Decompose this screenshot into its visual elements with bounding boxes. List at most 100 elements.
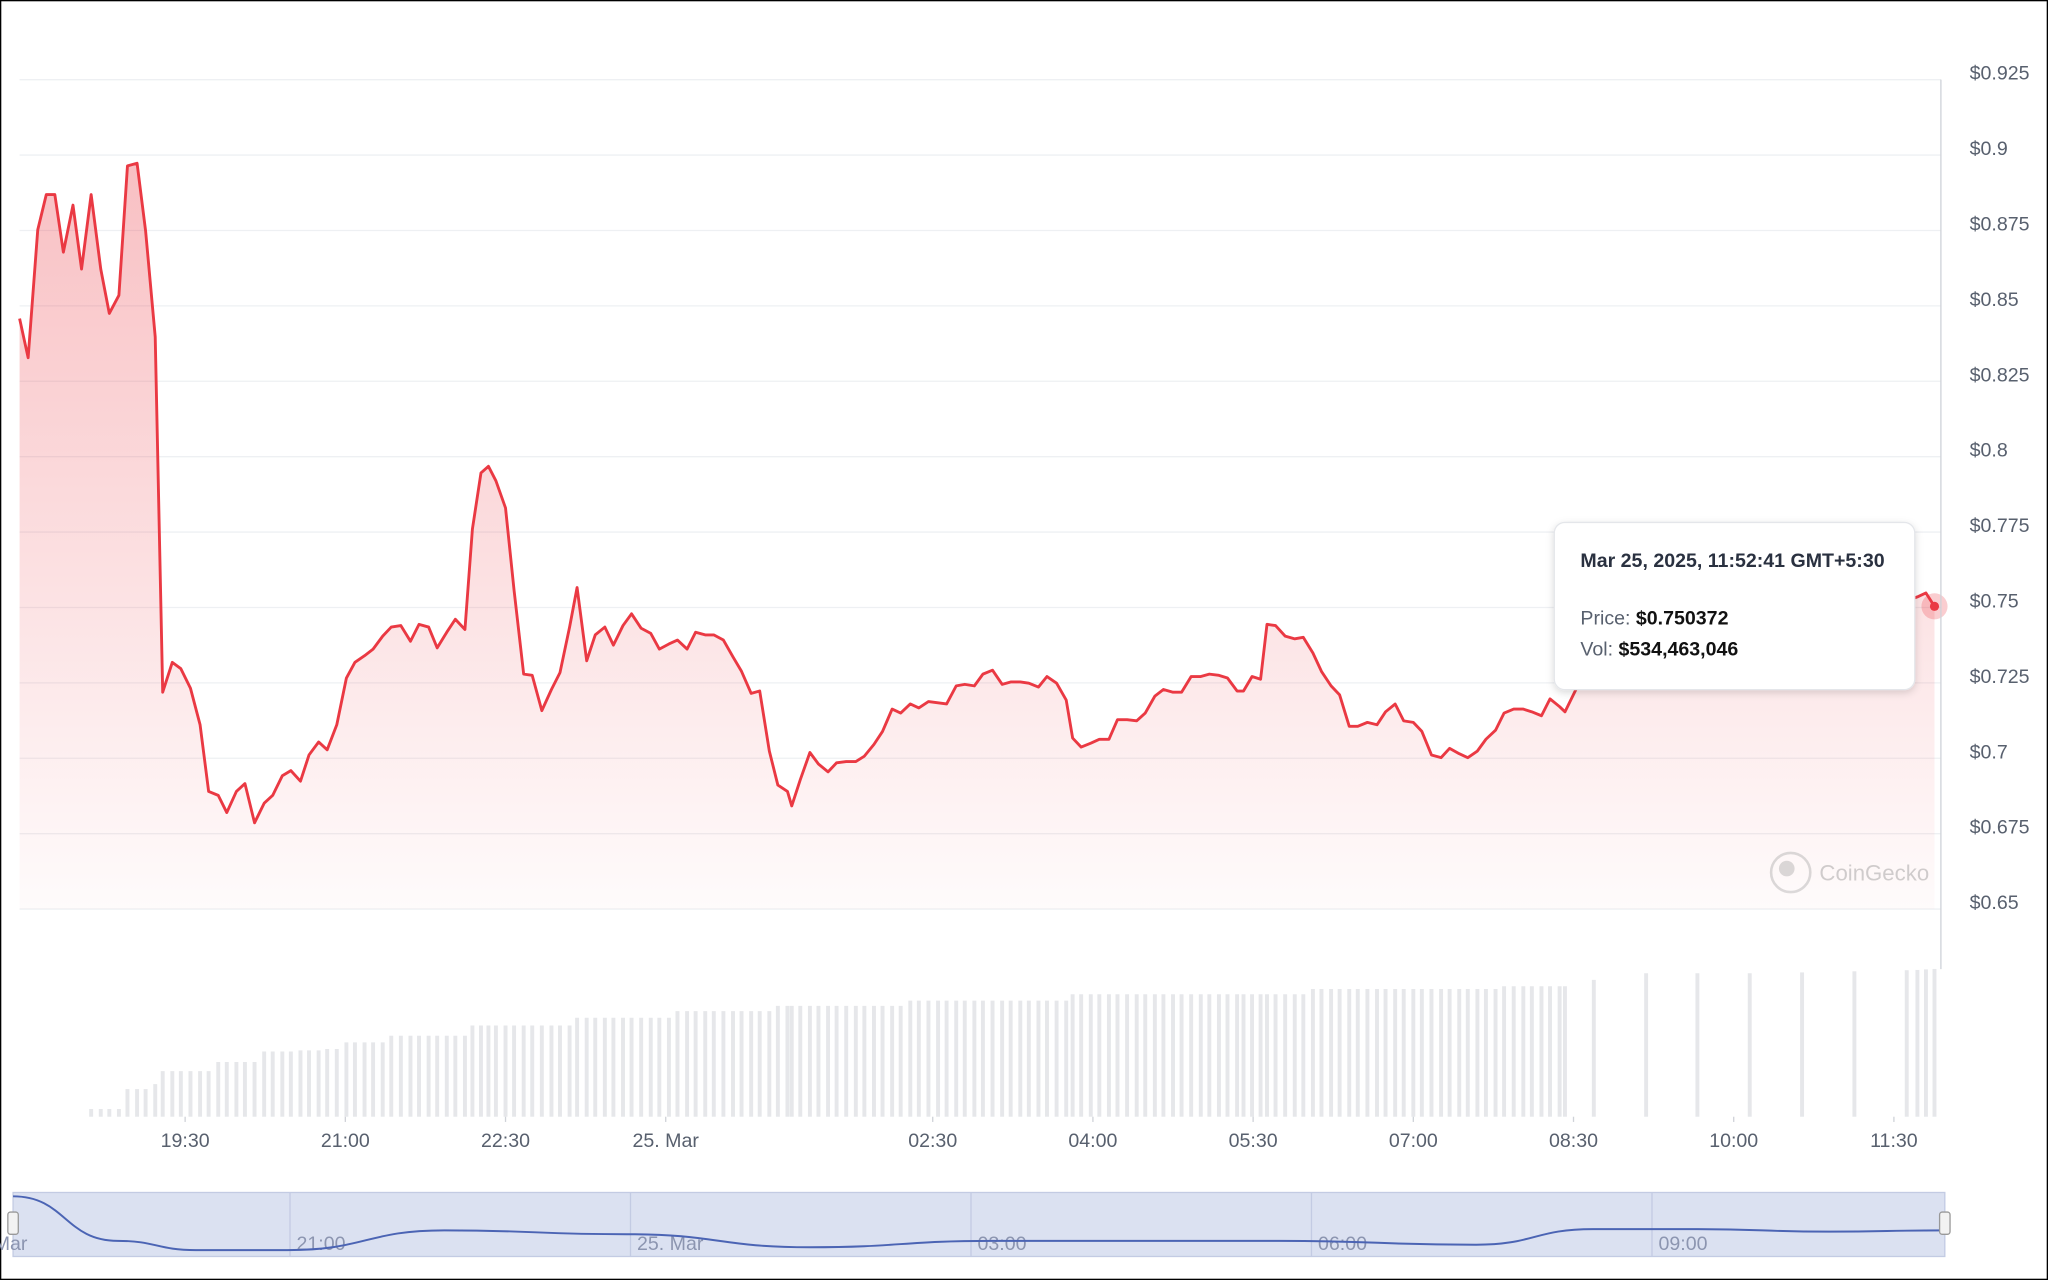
y-tick-label: $0.925 <box>1970 63 2030 85</box>
volume-bar <box>444 1035 449 1117</box>
volume-bar <box>584 1017 589 1117</box>
volume-bar <box>916 1000 921 1117</box>
volume-bar <box>1383 989 1388 1117</box>
tooltip-vol-value: $534,463,046 <box>1619 639 1739 661</box>
volume-bar <box>125 1089 130 1117</box>
volume-bar <box>242 1061 247 1117</box>
navigator-tick-label: 06:00 <box>1318 1233 1367 1255</box>
volume-bar <box>602 1017 607 1117</box>
volume-bar <box>1502 986 1507 1117</box>
volume-bar <box>352 1042 357 1117</box>
navigator-handle[interactable] <box>1938 1211 1951 1235</box>
volume-bar <box>639 1017 644 1117</box>
volume-bar <box>898 1005 903 1117</box>
volume-bar <box>1258 994 1263 1117</box>
tooltip-vol-label: Vol: <box>1580 639 1613 661</box>
tooltip: Mar 25, 2025, 11:52:41 GMT+5:30 Price: $… <box>1553 521 1916 691</box>
volume-bar <box>1143 994 1148 1117</box>
navigator-handle[interactable] <box>7 1211 19 1235</box>
last-point <box>1929 601 1940 611</box>
volume-bar <box>116 1108 121 1117</box>
volume-bar <box>962 1000 967 1117</box>
x-tick-label: 25. Mar <box>633 1130 700 1152</box>
y-tick-label: $0.65 <box>1970 892 2019 914</box>
volume-bar <box>1134 994 1139 1117</box>
navigator-line <box>13 1195 1945 1252</box>
volume-bar <box>1591 979 1596 1117</box>
volume-bar <box>503 1025 508 1117</box>
volume-bar <box>262 1051 267 1117</box>
volume-bar <box>1026 1000 1031 1117</box>
volume-bar <box>486 1025 491 1117</box>
volume-bar <box>1365 989 1370 1117</box>
volume-bar <box>685 1011 690 1117</box>
volume-bar <box>1152 994 1157 1117</box>
volume-bar <box>1475 989 1480 1117</box>
volume-bar <box>1429 989 1434 1117</box>
volume-bar <box>521 1025 526 1117</box>
volume-bar <box>344 1042 349 1117</box>
navigator-tick-label: 03:00 <box>978 1233 1027 1255</box>
volume-bar <box>1904 970 1909 1117</box>
volume-bar <box>1319 989 1324 1117</box>
x-tick-label: 02:30 <box>908 1130 957 1152</box>
volume-bar <box>739 1011 744 1117</box>
volume-bar <box>1198 994 1203 1117</box>
price-line <box>18 161 1936 825</box>
volume-bar <box>1695 973 1700 1117</box>
volume-bar <box>1106 994 1111 1117</box>
x-tick-label: 07:00 <box>1389 1130 1438 1152</box>
volume-bar <box>757 1011 762 1117</box>
volume-bar <box>1115 994 1120 1117</box>
tooltip-price-value: $0.750372 <box>1636 607 1729 629</box>
volume-bar <box>1036 1000 1041 1117</box>
volume-bar <box>1419 989 1424 1117</box>
volume-bar <box>362 1042 367 1117</box>
volume-bar <box>890 1005 895 1117</box>
volume-bar <box>1235 994 1240 1117</box>
volume-bar <box>1447 989 1452 1117</box>
volume-bar <box>1923 969 1928 1117</box>
volume-bar <box>611 1017 616 1117</box>
volume-bar <box>512 1025 517 1117</box>
navigator-tick-label: 21:00 <box>297 1233 346 1255</box>
volume-bar <box>252 1061 257 1117</box>
y-tick-label: $0.775 <box>1970 515 2030 537</box>
volume-bar <box>1189 994 1194 1117</box>
volume-bar <box>908 1000 913 1117</box>
volume-bar <box>1347 989 1352 1117</box>
volume-bar <box>380 1042 385 1117</box>
volume-bar <box>298 1050 303 1117</box>
volume-bar <box>1529 986 1534 1117</box>
volume-bar <box>1008 1000 1013 1117</box>
volume-bar <box>862 1005 867 1117</box>
volume-bar <box>1932 968 1937 1117</box>
volume-bar <box>1465 989 1470 1117</box>
volume-bar <box>153 1084 158 1117</box>
watermark-text: CoinGecko <box>1819 860 1929 885</box>
volume-bar <box>1329 989 1334 1117</box>
volume-bar <box>1054 1000 1059 1117</box>
volume-bar <box>1207 994 1212 1117</box>
volume-bar <box>435 1035 440 1117</box>
x-tick-label: 19:30 <box>161 1130 210 1152</box>
volume-bar <box>990 1000 995 1117</box>
volume-bar <box>1375 989 1379 1117</box>
volume-bar <box>711 1011 716 1117</box>
volume-bar <box>462 1035 467 1117</box>
volume-bar <box>530 1025 535 1117</box>
volume-bar <box>1563 986 1567 1117</box>
volume-bar <box>89 1108 94 1117</box>
volume-bar <box>1064 1000 1069 1117</box>
volume-bar <box>1493 989 1498 1117</box>
volume-bar <box>539 1025 544 1117</box>
volume-bar <box>648 1017 653 1117</box>
volume-bar <box>785 1005 790 1117</box>
volume-bar <box>234 1061 239 1117</box>
volume-bar <box>280 1051 285 1117</box>
y-tick-label: $0.85 <box>1970 289 2019 311</box>
volume-bar <box>1411 989 1416 1117</box>
volume-bar <box>1337 989 1342 1117</box>
